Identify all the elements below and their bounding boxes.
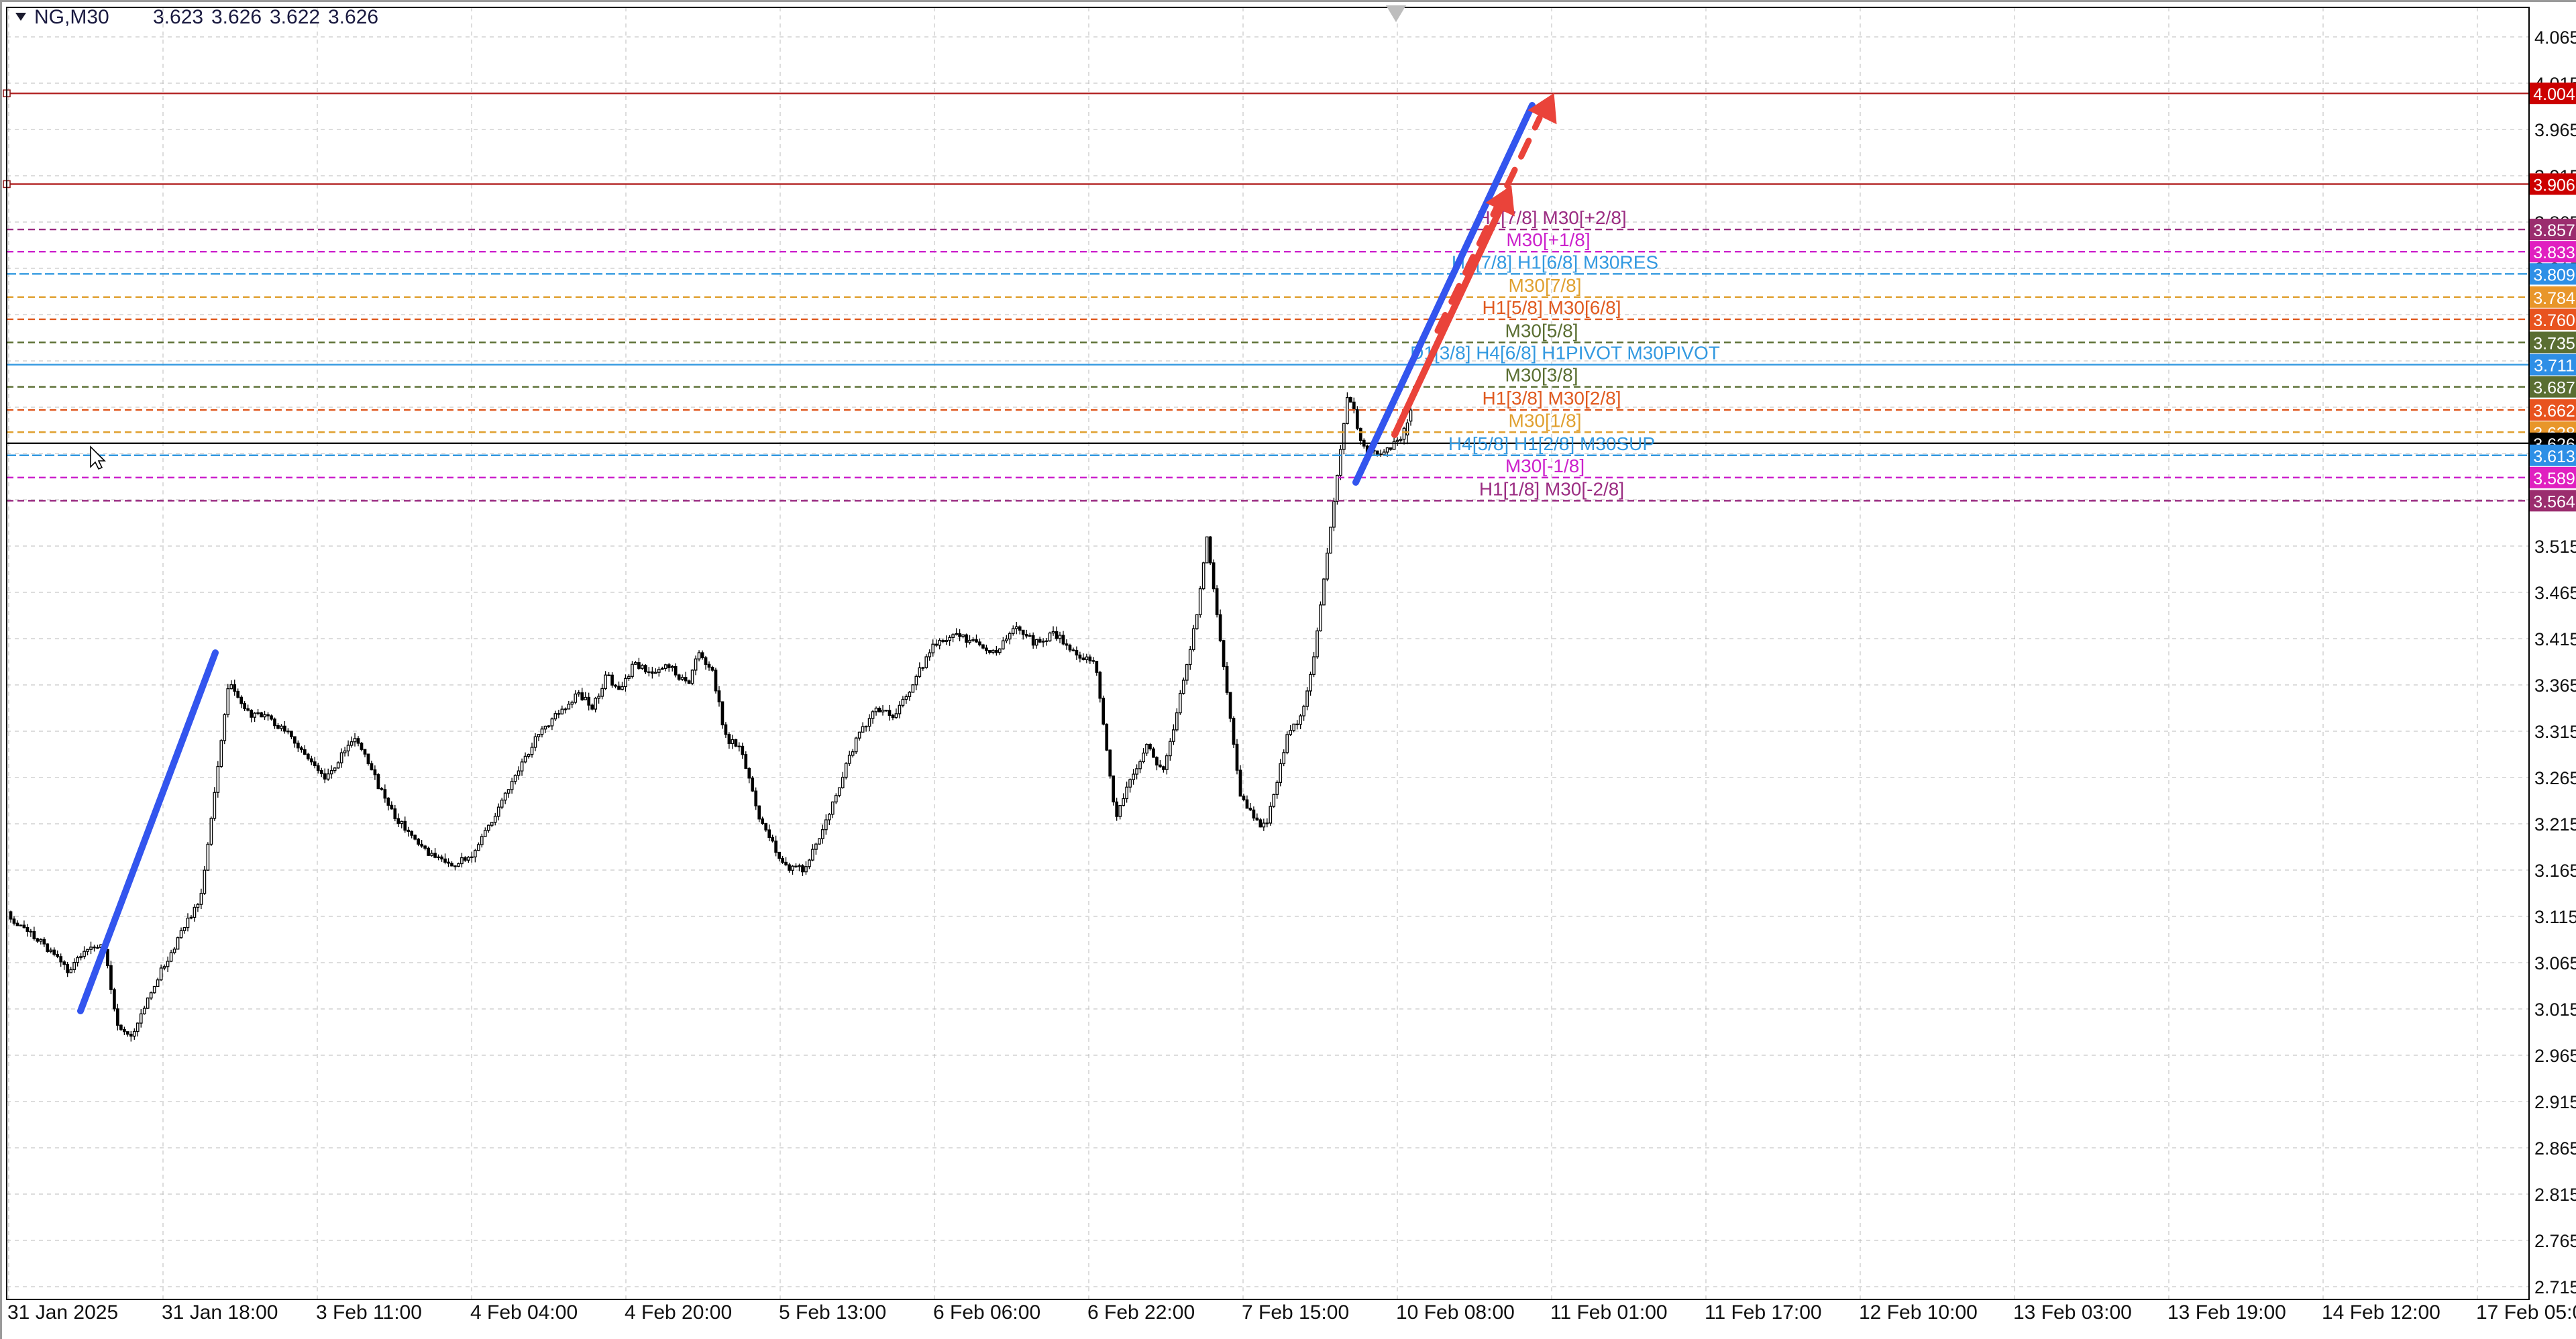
- svg-text:3.784: 3.784: [2533, 289, 2575, 308]
- svg-text:M30[+1/8]: M30[+1/8]: [1506, 229, 1590, 250]
- svg-text:M30[5/8]: M30[5/8]: [1505, 320, 1578, 341]
- svg-text:2.715: 2.715: [2534, 1277, 2576, 1297]
- svg-text:M30[1/8]: M30[1/8]: [1509, 410, 1582, 431]
- svg-text:2.965: 2.965: [2534, 1046, 2576, 1066]
- svg-text:4 Feb 20:00: 4 Feb 20:00: [625, 1301, 732, 1324]
- svg-text:3.623: 3.623: [153, 6, 203, 28]
- svg-text:NG,M30: NG,M30: [34, 6, 109, 28]
- svg-text:13 Feb 03:00: 13 Feb 03:00: [2013, 1301, 2132, 1324]
- svg-text:2.915: 2.915: [2534, 1092, 2576, 1112]
- svg-text:H1[1/8] M30[-2/8]: H1[1/8] M30[-2/8]: [1479, 478, 1624, 499]
- svg-text:3.589: 3.589: [2533, 470, 2575, 488]
- svg-text:3 Feb 11:00: 3 Feb 11:00: [316, 1301, 422, 1324]
- svg-text:3.965: 3.965: [2534, 120, 2576, 140]
- svg-text:3.711: 3.711: [2534, 357, 2575, 376]
- svg-text:31 Jan 2025: 31 Jan 2025: [7, 1301, 118, 1324]
- svg-text:H1[5/8] M30[6/8]: H1[5/8] M30[6/8]: [1482, 297, 1621, 318]
- svg-text:3.760: 3.760: [2533, 311, 2575, 330]
- svg-text:H4[5/8] H1[2/8] M30SUP: H4[5/8] H1[2/8] M30SUP: [1448, 433, 1655, 454]
- svg-text:4.004: 4.004: [2533, 85, 2575, 104]
- svg-text:12 Feb 10:00: 12 Feb 10:00: [1859, 1301, 1978, 1324]
- svg-text:6 Feb 06:00: 6 Feb 06:00: [933, 1301, 1040, 1324]
- svg-text:3.857: 3.857: [2533, 221, 2575, 240]
- svg-text:D1[3/8] H4[6/8] H1PIVOT M30PIV: D1[3/8] H4[6/8] H1PIVOT M30PIVOT: [1410, 343, 1720, 364]
- svg-text:31 Jan 18:00: 31 Jan 18:00: [162, 1301, 278, 1324]
- svg-text:3.735: 3.735: [2533, 334, 2575, 353]
- svg-text:4.065: 4.065: [2534, 28, 2576, 48]
- svg-text:3.365: 3.365: [2534, 676, 2576, 696]
- svg-text:3.215: 3.215: [2534, 814, 2576, 835]
- svg-text:3.622: 3.622: [270, 6, 320, 28]
- svg-text:H4[7/8] H1[6/8] M30RES: H4[7/8] H1[6/8] M30RES: [1452, 252, 1658, 272]
- svg-text:M30[7/8]: M30[7/8]: [1509, 275, 1582, 296]
- svg-text:M30[3/8]: M30[3/8]: [1505, 365, 1578, 386]
- svg-text:3.515: 3.515: [2534, 537, 2576, 557]
- svg-text:3.687: 3.687: [2533, 379, 2575, 398]
- svg-text:5 Feb 13:00: 5 Feb 13:00: [779, 1301, 886, 1324]
- svg-text:3.626: 3.626: [328, 6, 378, 28]
- svg-text:2.865: 2.865: [2534, 1138, 2576, 1159]
- svg-text:11 Feb 17:00: 11 Feb 17:00: [1705, 1301, 1822, 1324]
- svg-text:3.465: 3.465: [2534, 583, 2576, 603]
- svg-text:3.564: 3.564: [2533, 492, 2575, 511]
- svg-text:2.765: 2.765: [2534, 1231, 2576, 1251]
- svg-text:13 Feb 19:00: 13 Feb 19:00: [2167, 1301, 2286, 1324]
- svg-text:11 Feb 01:00: 11 Feb 01:00: [1550, 1301, 1668, 1324]
- svg-text:3.065: 3.065: [2534, 953, 2576, 973]
- svg-text:3.415: 3.415: [2534, 629, 2576, 649]
- svg-text:2.815: 2.815: [2534, 1185, 2576, 1205]
- svg-text:3.906: 3.906: [2533, 176, 2575, 195]
- svg-text:4 Feb 04:00: 4 Feb 04:00: [470, 1301, 578, 1324]
- svg-text:3.165: 3.165: [2534, 861, 2576, 881]
- svg-text:3.833: 3.833: [2533, 244, 2575, 262]
- svg-text:3.315: 3.315: [2534, 722, 2576, 742]
- svg-text:3.015: 3.015: [2534, 1000, 2576, 1020]
- svg-text:10 Feb 08:00: 10 Feb 08:00: [1396, 1301, 1515, 1324]
- svg-text:M30[-1/8]: M30[-1/8]: [1505, 456, 1585, 476]
- svg-text:3.662: 3.662: [2533, 402, 2575, 421]
- svg-text:3.115: 3.115: [2534, 907, 2576, 927]
- svg-text:3.613: 3.613: [2533, 447, 2575, 466]
- svg-text:3.265: 3.265: [2534, 768, 2576, 788]
- svg-text:7 Feb 15:00: 7 Feb 15:00: [1242, 1301, 1349, 1324]
- svg-text:6 Feb 22:00: 6 Feb 22:00: [1087, 1301, 1195, 1324]
- svg-text:3.626: 3.626: [211, 6, 262, 28]
- svg-text:14 Feb 12:00: 14 Feb 12:00: [2322, 1301, 2440, 1324]
- svg-text:3.809: 3.809: [2533, 266, 2575, 284]
- svg-text:17 Feb 05:00: 17 Feb 05:00: [2476, 1301, 2576, 1324]
- svg-text:H1[3/8] M30[2/8]: H1[3/8] M30[2/8]: [1482, 388, 1621, 409]
